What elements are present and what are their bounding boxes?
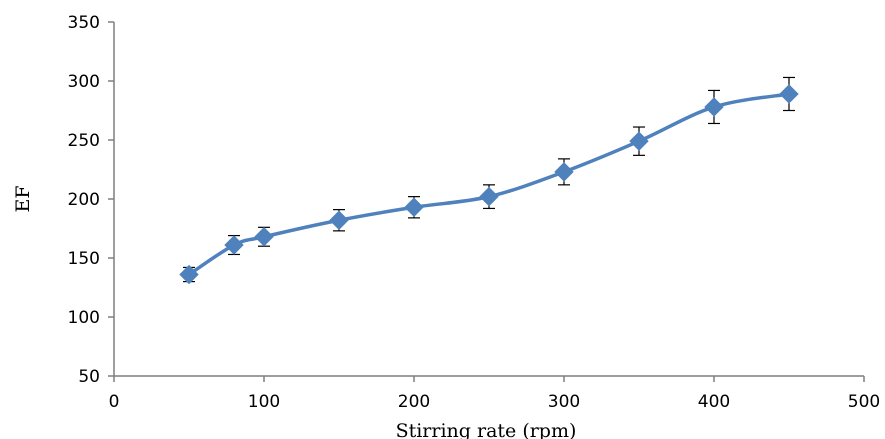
data-point-diamond bbox=[179, 264, 199, 285]
y-axis-title: EF bbox=[12, 185, 34, 212]
x-tick-label: 200 bbox=[398, 392, 430, 412]
y-axis-ticks: 50 100 150 200 250 300 350 bbox=[68, 13, 114, 387]
data-point-diamond bbox=[329, 210, 349, 230]
x-axis-ticks: 0 100 200 300 400 500 bbox=[109, 376, 880, 412]
error-bars bbox=[183, 76, 795, 283]
x-axis-title: Stirring rate (rpm) bbox=[396, 420, 577, 439]
data-point-diamond bbox=[554, 162, 574, 182]
data-point-diamond bbox=[479, 186, 499, 207]
x-tick-label: 500 bbox=[848, 392, 880, 412]
data-markers bbox=[179, 84, 799, 285]
x-tick-label: 0 bbox=[109, 392, 120, 412]
y-tick-label: 250 bbox=[68, 131, 100, 151]
y-tick-label: 150 bbox=[68, 249, 100, 269]
x-tick-label: 100 bbox=[248, 392, 280, 412]
data-point-diamond bbox=[254, 227, 274, 247]
x-tick-label: 400 bbox=[698, 392, 730, 412]
data-point-diamond bbox=[629, 131, 649, 151]
series-line bbox=[187, 92, 791, 277]
data-point-diamond bbox=[404, 197, 424, 217]
x-tick-label: 300 bbox=[548, 392, 580, 412]
data-point-diamond bbox=[224, 235, 244, 255]
series-layer bbox=[187, 92, 791, 277]
y-tick-label: 350 bbox=[68, 13, 100, 33]
data-point-diamond bbox=[704, 97, 724, 117]
data-point-diamond bbox=[779, 84, 799, 104]
y-tick-label: 200 bbox=[68, 190, 100, 210]
y-tick-label: 300 bbox=[68, 72, 100, 92]
y-tick-label: 100 bbox=[68, 308, 100, 328]
y-tick-label: 50 bbox=[78, 367, 100, 387]
